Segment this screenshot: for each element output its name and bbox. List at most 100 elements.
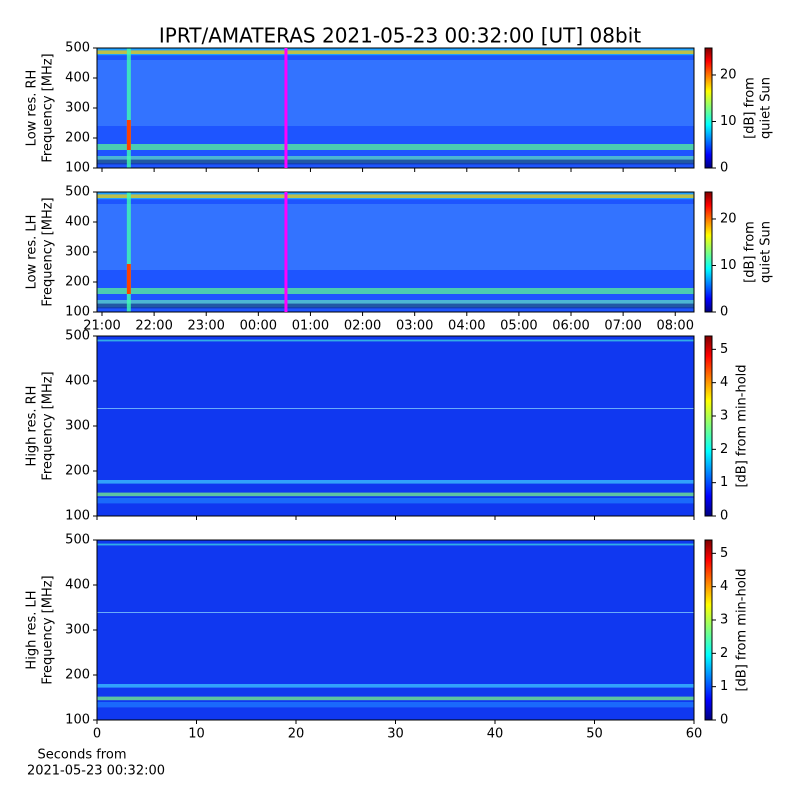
y-tick-label: 300 [65, 245, 90, 260]
spectrogram-band [97, 696, 694, 701]
x-tick-label: 05:00 [500, 319, 537, 334]
x-tick-label: 07:00 [604, 319, 641, 334]
colorbar-tick-label: 1 [720, 679, 728, 694]
x-axis-label: Seconds from [37, 748, 126, 763]
x-tick-label: 08:00 [657, 319, 694, 334]
spectrogram-band [97, 204, 694, 270]
colorbar-tick-label: 3 [720, 613, 728, 628]
y-tick-label: 300 [65, 101, 90, 116]
x-tick-label: 22:00 [135, 319, 172, 334]
spectrogram [97, 336, 694, 516]
spectrogram-band [97, 50, 694, 54]
spectrogram-band [97, 194, 694, 198]
spectrogram-band [97, 612, 694, 613]
spectrogram-burst [126, 120, 131, 150]
x-tick-label: 0 [93, 727, 101, 742]
y-axis-label: Low res. LH [25, 215, 40, 290]
colorbar-label: quiet Sun [759, 77, 774, 139]
spectrogram-band [97, 303, 694, 309]
y-tick-label: 200 [65, 668, 90, 683]
colorbar-tick-label: 0 [720, 305, 728, 320]
colorbar-label: [dB] from [743, 221, 758, 283]
spectrogram-band [97, 159, 694, 165]
x-axis-label: 2021-05-23 00:32:00 [27, 764, 165, 779]
colorbar-label: [dB] from min-hold [735, 364, 750, 487]
colorbar-tick-label: 0 [720, 509, 728, 524]
y-tick-label: 500 [65, 329, 90, 344]
y-tick-label: 400 [65, 71, 90, 86]
colorbar-tick-label: 0 [720, 161, 728, 176]
spectrogram-burst [126, 264, 131, 294]
x-tick-label: 06:00 [552, 319, 589, 334]
y-axis-label: Frequency [MHz] [41, 197, 56, 306]
colorbar-tick-label: 2 [720, 442, 728, 457]
colorbar [704, 335, 713, 517]
y-tick-label: 400 [65, 374, 90, 389]
colorbar-tick-label: 10 [720, 114, 737, 129]
y-tick-label: 400 [65, 215, 90, 230]
y-tick-label: 500 [65, 185, 90, 200]
x-tick-label: 20 [288, 727, 305, 742]
colorbar-label: quiet Sun [759, 221, 774, 283]
y-tick-label: 500 [65, 533, 90, 548]
y-tick-label: 300 [65, 419, 90, 434]
spectrogram-band [97, 684, 694, 688]
spectrogram-band [97, 702, 694, 708]
x-tick-label: 10 [188, 727, 205, 742]
colorbar [704, 191, 713, 313]
y-tick-label: 300 [65, 623, 90, 638]
colorbar-tick-label: 5 [720, 546, 728, 561]
x-tick-label: 02:00 [344, 319, 381, 334]
y-axis-label: Frequency [MHz] [41, 371, 56, 480]
spectrogram-band [97, 339, 694, 342]
x-tick-label: 60 [686, 727, 703, 742]
y-tick-label: 100 [65, 305, 90, 320]
y-tick-label: 100 [65, 509, 90, 524]
x-tick-label: 21:00 [83, 319, 120, 334]
colorbar [704, 539, 713, 721]
x-tick-label: 01:00 [292, 319, 329, 334]
colorbar-tick-label: 2 [720, 646, 728, 661]
y-axis-label: Low res. RH [25, 70, 40, 147]
spectrogram-burst [126, 48, 131, 168]
y-tick-label: 100 [65, 713, 90, 728]
spectrogram-band [97, 480, 694, 484]
x-tick-label: 00:00 [240, 319, 277, 334]
colorbar-tick-label: 20 [720, 211, 737, 226]
x-tick-label: 30 [387, 727, 404, 742]
colorbar-tick-label: 3 [720, 409, 728, 424]
spectrogram-band [97, 543, 694, 546]
spectrogram-band [97, 144, 694, 150]
colorbar-tick-label: 1 [720, 475, 728, 490]
x-tick-label: 23:00 [187, 319, 224, 334]
spectrogram-band [97, 408, 694, 409]
spectrogram-burst [126, 192, 131, 312]
y-tick-label: 200 [65, 131, 90, 146]
spectrogram-band [97, 498, 694, 504]
spectrogram-band [97, 492, 694, 497]
y-axis-label: High res. LH [25, 590, 40, 669]
y-tick-label: 200 [65, 275, 90, 290]
colorbar-tick-label: 0 [720, 713, 728, 728]
y-axis-label: Frequency [MHz] [41, 575, 56, 684]
colorbar-tick-label: 4 [720, 579, 728, 594]
y-tick-label: 400 [65, 578, 90, 593]
colorbar-tick-label: 10 [720, 258, 737, 273]
spectrogram-band [97, 288, 694, 294]
colorbar-label: [dB] from [743, 77, 758, 139]
spectrogram-band [97, 60, 694, 126]
y-tick-label: 100 [65, 161, 90, 176]
y-axis-label: Frequency [MHz] [41, 53, 56, 162]
x-tick-label: 40 [487, 727, 504, 742]
colorbar-label: [dB] from min-hold [735, 568, 750, 691]
spectrogram [97, 540, 694, 720]
x-tick-label: 50 [586, 727, 603, 742]
x-tick-label: 04:00 [448, 319, 485, 334]
colorbar-tick-label: 20 [720, 67, 737, 82]
colorbar-tick-label: 5 [720, 342, 728, 357]
colorbar-tick-label: 4 [720, 375, 728, 390]
colorbar [704, 47, 713, 169]
x-tick-label: 03:00 [396, 319, 433, 334]
y-axis-label: High res. RH [25, 386, 40, 467]
